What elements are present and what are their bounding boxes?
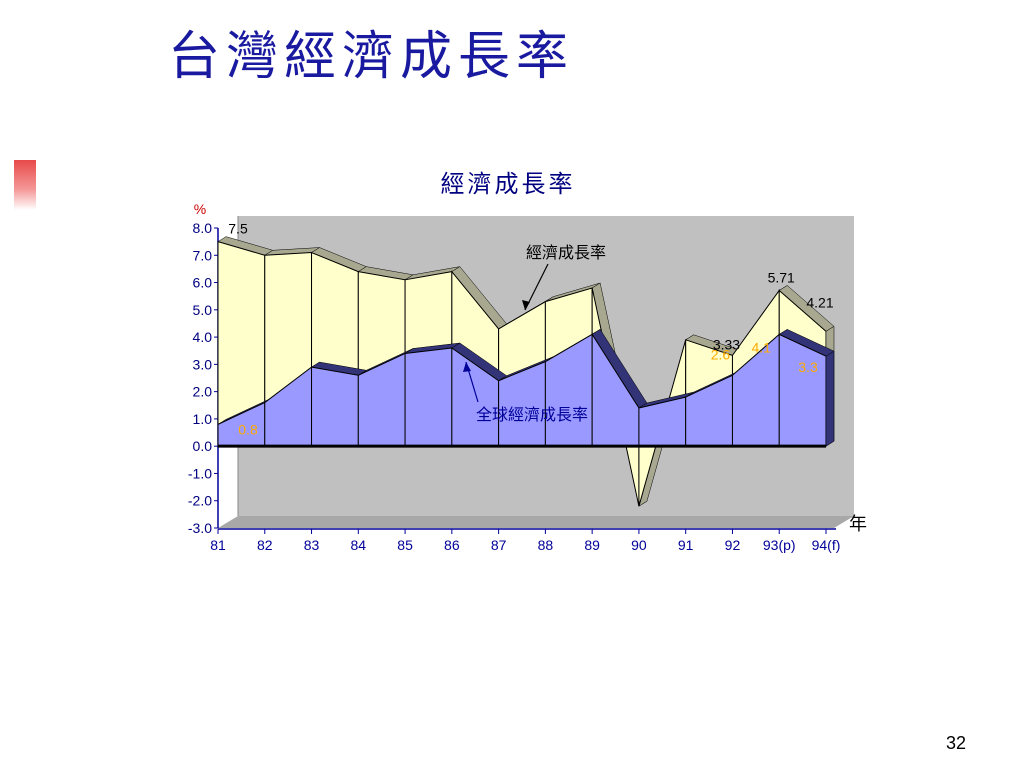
series-0-data-label: 5.71 bbox=[768, 269, 795, 285]
x-tick-label: 92 bbox=[725, 537, 741, 553]
x-tick-label: 83 bbox=[304, 537, 320, 553]
x-axis-unit: 年 bbox=[849, 514, 867, 535]
series-1-data-label: 2.6 bbox=[711, 346, 731, 362]
x-tick-label: 85 bbox=[397, 537, 413, 553]
series-1-data-label: 0.8 bbox=[238, 421, 258, 437]
x-tick-label: 91 bbox=[678, 537, 694, 553]
y-tick-label: 5.0 bbox=[193, 302, 213, 318]
plot-floor bbox=[218, 516, 854, 528]
series-1-data-label: 3.3 bbox=[798, 359, 818, 375]
y-tick-label: 3.0 bbox=[193, 356, 213, 372]
series-0-data-label: 4.21 bbox=[806, 294, 833, 310]
x-tick-label: 94(f) bbox=[812, 537, 841, 553]
y-axis-unit: % bbox=[194, 201, 206, 217]
series-1-end-cap bbox=[825, 350, 835, 447]
series-1-data-label: 4.1 bbox=[751, 339, 771, 355]
x-tick-label: 81 bbox=[210, 537, 226, 553]
series-1-name-label: 全球經濟成長率 bbox=[476, 405, 588, 424]
chart-title: 經濟成長率 bbox=[441, 170, 576, 198]
series-0-name-label: 經濟成長率 bbox=[526, 243, 606, 262]
x-tick-label: 90 bbox=[631, 537, 647, 553]
slide-title: 台灣經濟成長率 bbox=[168, 27, 575, 87]
y-tick-label: -2.0 bbox=[188, 493, 212, 509]
x-tick-label: 93(p) bbox=[763, 537, 796, 553]
series-0-data-label: 3.33 bbox=[713, 336, 740, 352]
slide-accent-bar bbox=[14, 160, 36, 210]
y-tick-label: 8.0 bbox=[193, 220, 213, 236]
y-tick-label: 2.0 bbox=[193, 384, 213, 400]
series-1-segment bbox=[404, 347, 453, 447]
x-tick-label: 82 bbox=[257, 537, 273, 553]
y-tick-label: 6.0 bbox=[193, 275, 213, 291]
x-tick-label: 88 bbox=[538, 537, 554, 553]
x-tick-label: 87 bbox=[491, 537, 507, 553]
y-tick-label: 7.0 bbox=[193, 247, 213, 263]
x-tick-label: 84 bbox=[351, 537, 367, 553]
y-tick-label: -1.0 bbox=[188, 465, 212, 481]
x-tick-label: 89 bbox=[584, 537, 600, 553]
x-tick-label: 86 bbox=[444, 537, 460, 553]
y-tick-label: 4.0 bbox=[193, 329, 213, 345]
y-tick-label: -3.0 bbox=[188, 520, 212, 536]
y-tick-label: 0.0 bbox=[193, 438, 213, 454]
series-0-data-label: 7.5 bbox=[228, 221, 248, 237]
y-tick-label: 1.0 bbox=[193, 411, 213, 427]
series-0-pointer-head bbox=[522, 300, 530, 310]
series-1-segment bbox=[311, 366, 359, 447]
series-1-pointer-head bbox=[463, 362, 471, 372]
page-number: 32 bbox=[945, 733, 966, 753]
